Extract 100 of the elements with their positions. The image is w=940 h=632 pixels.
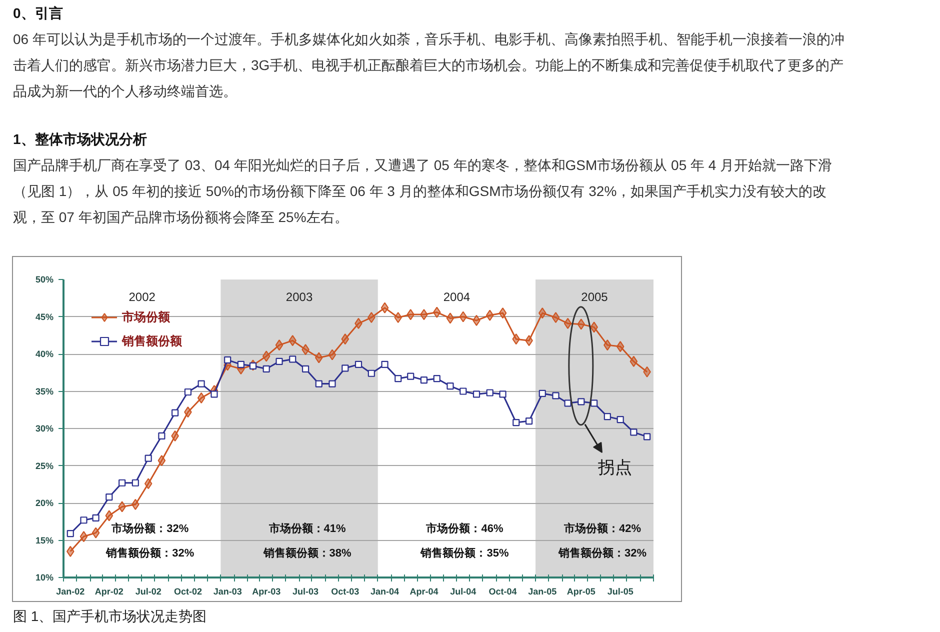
point (144, 454, 152, 462)
point (630, 356, 638, 367)
point (381, 360, 388, 368)
x-tick-label: Apr-05 (566, 586, 596, 596)
band-label: 2003 (286, 290, 313, 304)
point (302, 365, 310, 372)
point (446, 312, 454, 324)
point (184, 388, 192, 396)
x-tick-label: Oct-04 (488, 586, 517, 596)
point (80, 516, 88, 524)
annotation: 市场份额：41% (268, 522, 346, 536)
point (486, 389, 494, 396)
point (432, 306, 441, 318)
point (643, 433, 651, 440)
point (459, 311, 468, 322)
point (420, 376, 428, 384)
legend-label: 销售额份额 (122, 332, 182, 350)
x-tick-label: Apr-02 (94, 586, 124, 596)
text: 0、引言 (13, 4, 64, 23)
y-tick-label: 20% (35, 498, 54, 508)
point (512, 418, 520, 426)
point (158, 432, 166, 440)
point (105, 510, 114, 522)
point (237, 360, 244, 368)
point (341, 334, 350, 345)
annotation: 销售额份额：32% (105, 546, 194, 560)
point (80, 530, 88, 542)
text: 06 年可以认为是手机市场的一个过渡年。手机多媒体化如火如荼，音乐手机、电影手机、高像素拍照手机、智能手机一浪接着一浪的冲击着人们的感官。新兴市场潜力巨大，3G手机、电视手机正酝酿着巨大的市场机会。功能上的不断集成和完善促使手机取代了更多的产品成为新一代的个人移动终端首选。 (13, 30, 846, 101)
point (262, 365, 270, 372)
x-tick-label: Jul-04 (450, 586, 476, 596)
point (538, 390, 546, 398)
point (564, 400, 572, 407)
point (249, 362, 257, 370)
point (472, 390, 480, 398)
legend-label: 市场份额 (122, 308, 170, 326)
y-tick-label: 45% (35, 312, 54, 322)
point (289, 356, 296, 363)
point (525, 418, 533, 425)
point (275, 340, 284, 351)
point (577, 318, 586, 330)
point (498, 307, 507, 319)
point (590, 400, 598, 407)
band-label: 2005 (581, 290, 608, 304)
annotation: 销售额份额：38% (262, 546, 352, 560)
y-tick-label: 15% (35, 535, 54, 546)
point (604, 413, 611, 420)
y-tick-label: 40% (35, 349, 54, 359)
point (552, 312, 560, 324)
annotation: 拐点 (597, 458, 632, 478)
text: 1、整体市场状况分析 (13, 130, 148, 149)
point (578, 398, 585, 406)
point (380, 302, 389, 314)
text: 国产品牌手机厂商在享受了 03、04 年阳光灿烂的日子后，又遭遇了 05 年的寒冬，整体和GSM市场份额从 05 年 4 月开始就一路下滑（见图 1），从 05 年初的接近 50%的市场份额下降至 06 年 3 月的整体和GSM市场份额仅有 32%，如果国产手机实力没有较大的改观，至 07 年初国产品牌市场份额将会降至 25%左右。 (13, 156, 834, 227)
point (616, 416, 624, 424)
point (315, 380, 322, 388)
point (486, 310, 494, 321)
point (328, 380, 336, 388)
point (197, 392, 206, 404)
annotation: 市场份额：42% (563, 522, 642, 536)
point (407, 372, 414, 380)
point (446, 382, 454, 390)
x-tick-label: Apr-04 (410, 586, 438, 596)
annotation: 销售额份额：35% (420, 546, 509, 560)
point (342, 364, 349, 372)
point (276, 358, 283, 365)
y-tick-label: 30% (35, 424, 54, 434)
x-tick-label: Jan-02 (56, 586, 85, 596)
point (262, 350, 270, 362)
point (433, 375, 440, 382)
point (394, 375, 402, 382)
point (552, 392, 560, 400)
x-tick-label: Jan-03 (213, 586, 242, 596)
point (171, 409, 179, 416)
point (198, 380, 205, 388)
point (92, 527, 100, 538)
point (92, 514, 100, 522)
point (564, 318, 572, 330)
point (66, 530, 74, 538)
point (512, 334, 520, 345)
point (499, 390, 506, 398)
annotation: 2004 (443, 290, 470, 304)
point (630, 428, 638, 436)
point (616, 341, 624, 352)
point (368, 370, 375, 377)
point (460, 388, 467, 395)
x-tick-label: Oct-03 (331, 586, 360, 596)
y-tick-label: 50% (35, 274, 54, 284)
y-tick-label: 35% (35, 386, 54, 396)
annotation: 2002 (128, 290, 156, 304)
annotation: 市场份额：46% (425, 522, 504, 536)
x-tick-label: Oct-02 (174, 586, 202, 596)
x-tick-label: Jul-02 (135, 586, 162, 596)
point (394, 312, 402, 324)
y-tick-label: 10% (35, 572, 54, 582)
x-tick-label: Jan-04 (370, 586, 400, 596)
point (210, 390, 218, 398)
annotation: 市场份额：32% (110, 522, 189, 536)
y-tick-label: 25% (35, 460, 54, 471)
point (132, 479, 139, 486)
point (224, 356, 232, 364)
